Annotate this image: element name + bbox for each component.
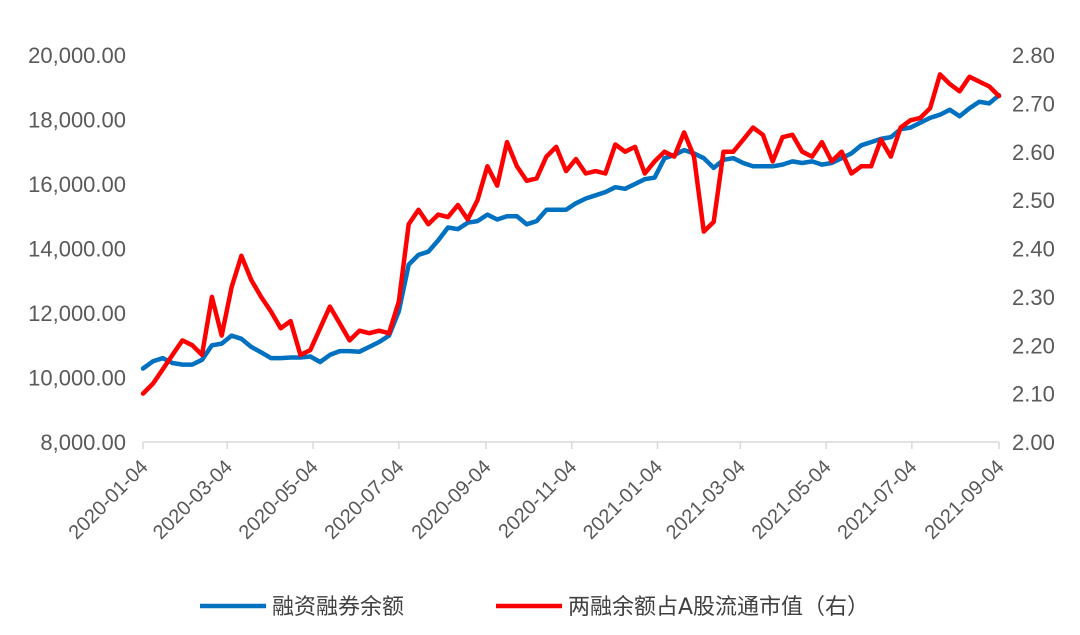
right-tick-label: 2.60 — [1012, 140, 1055, 165]
x-tick-label: 2021-07-04 — [833, 456, 921, 544]
left-tick-label: 18,000.00 — [28, 108, 126, 133]
right-tick-label: 2.10 — [1012, 382, 1055, 407]
right-tick-label: 2.70 — [1012, 91, 1055, 116]
legend-label-margin-ratio: 两融余额占A股流通市值（右） — [568, 595, 869, 620]
left-tick-label: 8,000.00 — [40, 430, 126, 455]
left-tick-label: 14,000.00 — [28, 237, 126, 262]
left-tick-label: 10,000.00 — [28, 366, 126, 391]
right-tick-label: 2.30 — [1012, 285, 1055, 310]
series-lines — [140, 72, 1002, 396]
x-axis-ticks: 2020-01-042020-03-042020-05-042020-07-04… — [65, 442, 1009, 544]
legend-label-margin-balance: 融资融券余额 — [272, 595, 404, 620]
x-tick-label: 2021-01-04 — [579, 456, 667, 544]
right-tick-label: 2.00 — [1012, 430, 1055, 455]
x-tick-label: 2021-05-04 — [748, 456, 836, 544]
right-tick-label: 2.50 — [1012, 188, 1055, 213]
left-tick-label: 16,000.00 — [28, 172, 126, 197]
right-axis-ticks: 2.00 2.10 2.20 2.30 2.40 2.50 2.60 2.70 2.80 — [1012, 43, 1055, 455]
x-tick-label: 2020-07-04 — [320, 456, 408, 544]
x-tick-label: 2020-09-04 — [408, 456, 496, 544]
x-tick-label: 2021-03-04 — [662, 456, 750, 544]
x-tick-label: 2020-05-04 — [235, 456, 323, 544]
right-tick-label: 2.20 — [1012, 333, 1055, 358]
x-tick-label: 2021-09-04 — [921, 456, 1009, 544]
x-tick-label: 2020-11-04 — [494, 456, 581, 543]
left-axis-ticks: 8,000.00 10,000.00 12,000.00 14,000.00 16,00… — [28, 43, 126, 455]
series-line-margin-balance — [140, 93, 1002, 371]
series-line-margin-ratio — [140, 72, 1002, 396]
right-tick-label: 2.40 — [1012, 237, 1055, 262]
left-tick-label: 20,000.00 — [28, 43, 126, 68]
legend: 融资融券余额 两融余额占A股流通市值（右） — [200, 595, 869, 620]
right-tick-label: 2.80 — [1012, 43, 1055, 68]
x-tick-label: 2020-01-04 — [65, 456, 153, 544]
x-tick-label: 2020-03-04 — [149, 456, 237, 544]
left-tick-label: 12,000.00 — [28, 301, 126, 326]
